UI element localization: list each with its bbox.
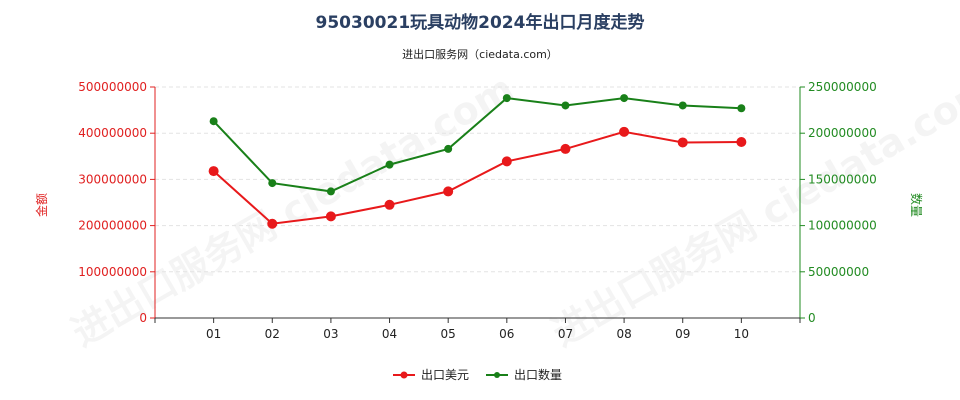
right-tick-label: 0 [808, 311, 816, 325]
left-tick-label: 400000000 [78, 126, 147, 140]
data-point [326, 187, 335, 196]
data-point [267, 218, 278, 229]
chart-legend[interactable]: 出口美元 出口数量 [393, 367, 562, 382]
series-line [212, 97, 742, 193]
x-tick-label: 07 [558, 327, 573, 341]
data-point [443, 186, 454, 197]
legend-label: 出口美元 [421, 368, 469, 382]
chart-axes: 0 100000000 200000000 300000000 400000000 500… [34, 80, 924, 341]
right-tick-label: 250000000 [808, 80, 877, 94]
x-tick-label: 01 [206, 327, 221, 341]
chart-plot-area [155, 86, 800, 319]
data-point [385, 160, 394, 169]
data-point [678, 101, 687, 110]
data-point [737, 104, 746, 113]
data-point [268, 179, 277, 188]
left-tick-label: 300000000 [78, 172, 147, 186]
chart-title: 95030021玩具动物2024年出口月度走势 [315, 13, 645, 33]
legend-item[interactable]: 出口美元 [393, 368, 469, 382]
left-tick-label: 0 [139, 311, 147, 325]
right-tick-label: 200000000 [808, 126, 877, 140]
x-tick-label: 10 [734, 327, 749, 341]
data-point [560, 143, 571, 154]
series-line [212, 130, 742, 225]
legend-item[interactable]: 出口数量 [486, 367, 562, 382]
right-tick-label: 100000000 [808, 219, 877, 233]
x-tick-label: 09 [675, 327, 690, 341]
chart-series [208, 94, 747, 229]
data-point [502, 94, 511, 103]
chart-subtitle: 进出口服务网（ciedata.com） [402, 48, 558, 61]
legend-swatch-marker [400, 371, 408, 379]
x-tick-label: 06 [499, 327, 514, 341]
left-axis-label: 金额 [34, 193, 49, 217]
data-point [736, 136, 747, 147]
data-point [208, 166, 219, 177]
x-tick-label: 05 [441, 327, 456, 341]
data-point [384, 199, 395, 210]
left-tick-label: 500000000 [78, 80, 147, 94]
data-point [619, 126, 630, 137]
legend-label: 出口数量 [514, 367, 562, 382]
data-point [561, 101, 570, 110]
left-tick-label: 100000000 [78, 265, 147, 279]
right-tick-label: 150000000 [808, 172, 877, 186]
right-tick-label: 50000000 [808, 265, 869, 279]
legend-swatch-marker [494, 372, 500, 378]
x-tick-label: 03 [323, 327, 338, 341]
x-tick-label: 08 [616, 327, 631, 341]
data-point [209, 117, 218, 126]
data-point [620, 94, 629, 103]
data-point [501, 156, 512, 167]
data-point [444, 144, 453, 153]
x-tick-label: 04 [382, 327, 397, 341]
right-axis-label: 数量 [909, 193, 924, 217]
data-point [677, 137, 688, 148]
x-tick-label: 02 [265, 327, 280, 341]
data-point [325, 211, 336, 222]
left-tick-label: 200000000 [78, 219, 147, 233]
